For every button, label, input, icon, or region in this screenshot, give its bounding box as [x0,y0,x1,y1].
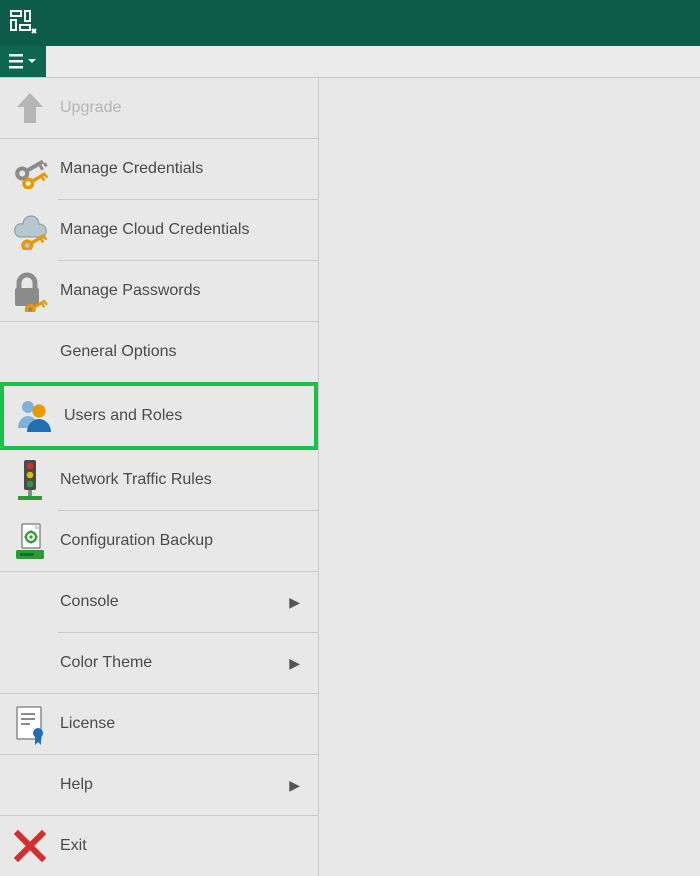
menu-item-exit[interactable]: Exit [0,816,318,876]
menu-label: Console [54,593,289,611]
blank-icon [6,761,54,809]
menu-label: General Options [54,343,310,361]
workspace: Upgrade [0,78,700,876]
menu-item-console[interactable]: Console ▶ [0,572,318,632]
title-bar [0,0,700,46]
menu-label: Configuration Backup [54,532,310,550]
users-icon [10,392,58,440]
menu-label: Color Theme [54,654,289,672]
menu-item-users-roles[interactable]: Users and Roles [4,386,314,446]
blank-icon [6,578,54,626]
key-icon [6,145,54,193]
app-logo-icon [8,8,38,38]
menu-label: Exit [54,837,310,855]
menu-label: License [54,715,310,733]
menu-item-upgrade[interactable]: Upgrade [0,78,318,138]
submenu-caret-icon: ▶ [289,655,310,672]
exit-icon [6,822,54,870]
main-menu-panel: Upgrade [0,78,318,876]
traffic-light-icon [6,456,54,504]
toolbar [0,46,700,78]
menu-item-color-theme[interactable]: Color Theme ▶ [0,633,318,693]
menu-label: Users and Roles [58,407,306,425]
menu-label: Help [54,776,289,794]
upgrade-icon [6,84,54,132]
menu-item-config-backup[interactable]: Configuration Backup [0,511,318,571]
highlight-box: Users and Roles [0,382,318,450]
cloud-key-icon [6,206,54,254]
blank-icon [6,639,54,687]
menu-item-license[interactable]: License [0,694,318,754]
lock-key-icon [6,267,54,315]
blank-icon [6,328,54,376]
menu-item-general-options[interactable]: General Options [0,322,318,382]
menu-item-help[interactable]: Help ▶ [0,755,318,815]
menu-item-credentials[interactable]: Manage Credentials [0,139,318,199]
submenu-caret-icon: ▶ [289,594,310,611]
menu-label: Manage Passwords [54,282,310,300]
menu-label: Upgrade [54,99,310,117]
menu-item-network-traffic[interactable]: Network Traffic Rules [0,450,318,510]
menu-label: Manage Cloud Credentials [54,221,310,239]
menu-item-passwords[interactable]: Manage Passwords [0,261,318,321]
submenu-caret-icon: ▶ [289,777,310,794]
config-backup-icon [6,517,54,565]
hamburger-menu-button[interactable] [0,46,46,77]
menu-item-cloud-credentials[interactable]: Manage Cloud Credentials [0,200,318,260]
menu-label: Network Traffic Rules [54,471,310,489]
menu-label: Manage Credentials [54,160,310,178]
license-icon [6,700,54,748]
content-area [318,78,700,876]
